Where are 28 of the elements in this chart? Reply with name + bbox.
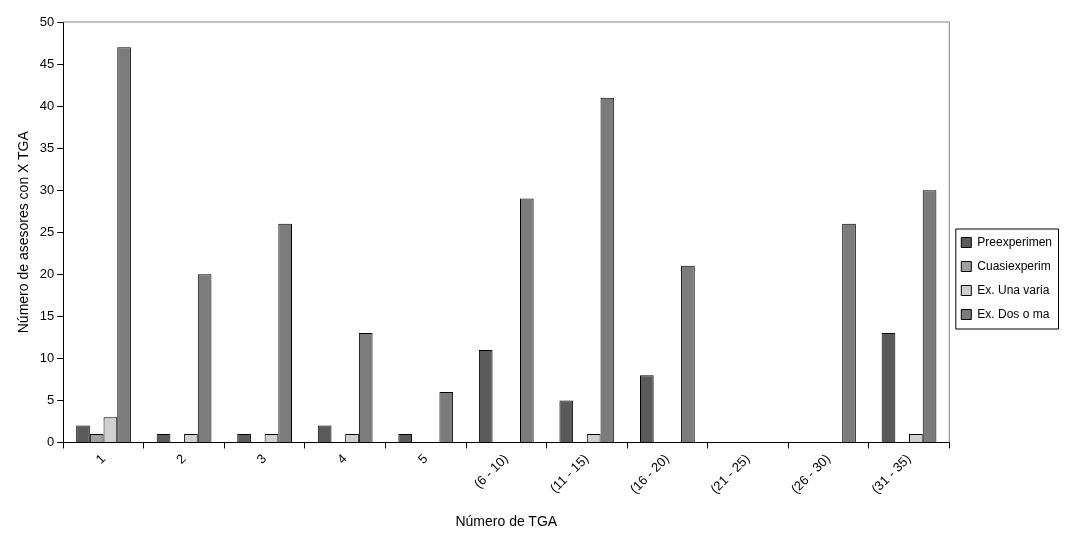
x-tick-label: (21 - 25)	[707, 450, 753, 497]
legend-label: Ex. Una varia	[977, 282, 1050, 297]
x-tick-label: (16 - 20)	[626, 450, 673, 497]
x-axis-title: Número de TGA	[455, 513, 558, 530]
y-tick-label: 10	[39, 349, 55, 365]
y-tick-label: 5	[47, 391, 55, 407]
legend-label: Ex. Dos o ma	[977, 306, 1050, 321]
x-tick-label: (26 - 30)	[787, 450, 834, 497]
y-tick-label: 45	[39, 55, 55, 71]
x-tick-label: 2	[173, 450, 189, 467]
y-tick-label: 15	[39, 307, 55, 323]
y-axis-title: Número de asesores con X TGA	[15, 130, 32, 334]
y-tick-label: 40	[39, 97, 55, 113]
y-tick-label: 0	[47, 434, 55, 450]
y-tick-label: 25	[39, 223, 55, 239]
y-tick-label: 30	[39, 181, 55, 197]
legend-label: Preexperimen	[977, 234, 1052, 249]
x-tick-label: 1	[92, 450, 109, 467]
x-tick-label: (11 - 15)	[546, 450, 592, 496]
x-tick-label: 3	[253, 450, 270, 467]
y-tick-label: 35	[39, 139, 55, 155]
x-tick-label: (31 - 35)	[868, 450, 914, 497]
y-tick-label: 20	[39, 265, 55, 281]
x-tick-label: 4	[334, 450, 350, 467]
y-tick-label: 50	[39, 13, 55, 29]
legend-label: Cuasiexperim	[977, 258, 1051, 273]
x-tick-label: (6 - 10)	[470, 450, 511, 492]
x-tick-label: 5	[414, 450, 431, 467]
